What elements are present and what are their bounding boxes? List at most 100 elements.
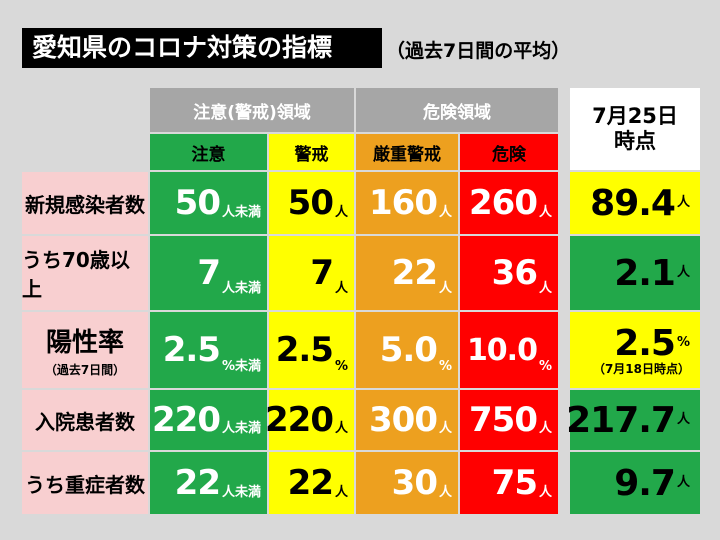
row-label-text: うち70歳以上: [22, 248, 130, 301]
value-number: 89.4: [590, 182, 676, 224]
value-number: 220: [152, 400, 221, 440]
value-unit: %: [538, 359, 552, 374]
value-number: 2.5: [275, 330, 334, 370]
threshold-severe: 300 人: [356, 390, 458, 450]
value-number: 22: [391, 253, 438, 293]
value-unit: 人: [538, 205, 552, 220]
value-number: 22: [287, 463, 334, 503]
threshold-alert: 220 人: [265, 390, 354, 450]
value-unit: 人: [538, 421, 552, 436]
row-label-note: （過去7日間）: [44, 363, 126, 377]
row-label: うち重症者数: [22, 452, 148, 514]
value-unit: 人: [676, 411, 690, 427]
value-unit: 人未満: [221, 281, 261, 296]
value-number: 750: [469, 400, 538, 440]
current-value-note: （7月18日時点）: [592, 362, 690, 376]
value-unit: 人未満: [221, 205, 261, 220]
value-unit: 人: [438, 485, 452, 500]
row-label: 入院患者数: [22, 390, 148, 450]
header-danger-group: 危険領域: [356, 88, 558, 132]
value-unit: 人: [334, 421, 348, 436]
threshold-severe: 22 人: [356, 236, 458, 310]
value-number: 220: [265, 400, 334, 440]
date-header-line1: 7月25日: [592, 104, 678, 128]
current-value: 9.7 人: [570, 452, 700, 514]
row-label: 陽性率 （過去7日間）: [22, 312, 148, 388]
row-label: うち70歳以上: [22, 236, 148, 310]
value-number: 50: [287, 183, 334, 223]
current-value: 89.4 人: [570, 172, 700, 234]
row-label-text: 陽性率: [45, 328, 124, 358]
value-unit: %: [676, 335, 690, 350]
threshold-danger: 36 人: [460, 236, 558, 310]
value-unit: 人: [438, 205, 452, 220]
current-value-line: 217.7 人: [566, 400, 690, 441]
threshold-caution: 22 人未満: [150, 452, 267, 514]
threshold-danger: 10.0%: [460, 312, 558, 388]
header-col-danger: 危険: [460, 134, 558, 170]
date-header-line2: 時点: [614, 129, 656, 153]
threshold-caution: 220 人未満: [150, 390, 267, 450]
threshold-caution: 2.5 %未満: [150, 312, 267, 388]
current-value: 2.5% （7月18日時点）: [570, 312, 700, 388]
threshold-alert: 22 人: [269, 452, 354, 514]
value-number: 7: [197, 253, 221, 293]
threshold-danger: 260 人: [460, 172, 558, 234]
value-number: 160: [369, 183, 438, 223]
value-number: 2.1: [614, 252, 676, 294]
row-label-text: 入院患者数: [35, 409, 135, 434]
value-number: 217.7: [566, 399, 676, 441]
current-value-line: 9.7 人: [614, 463, 690, 504]
value-number: 7: [310, 253, 334, 293]
current-value-line: 2.5%: [614, 323, 690, 364]
value-unit: 人未満: [221, 485, 261, 500]
value-unit: 人: [676, 194, 690, 210]
current-value: 217.7 人: [566, 390, 700, 450]
threshold-danger: 750 人: [460, 390, 558, 450]
value-unit: 人: [334, 205, 348, 220]
value-unit: %: [438, 359, 452, 374]
header-col-severe: 厳重警戒: [356, 134, 458, 170]
header-caution-group: 注意(警戒)領域: [150, 88, 354, 132]
current-value: 2.1 人: [570, 236, 700, 310]
threshold-severe: 160 人: [356, 172, 458, 234]
value-number: 36: [491, 253, 538, 293]
threshold-alert: 50 人: [269, 172, 354, 234]
current-value-line: 2.1 人: [614, 253, 690, 294]
value-unit: 人: [676, 264, 690, 280]
threshold-caution: 7 人未満: [150, 236, 267, 310]
value-unit: 人: [538, 281, 552, 296]
threshold-alert: 2.5%: [269, 312, 354, 388]
value-number: 260: [469, 183, 538, 223]
row-label: 新規感染者数: [22, 172, 148, 234]
threshold-caution: 50 人未満: [150, 172, 267, 234]
value-number: 10.0: [466, 332, 538, 368]
current-value-line: 89.4 人: [590, 183, 690, 224]
value-unit: 人: [438, 421, 452, 436]
value-number: 2.5: [614, 323, 676, 364]
value-unit: 人未満: [221, 421, 261, 436]
value-unit: 人: [334, 281, 348, 296]
value-unit: 人: [676, 474, 690, 490]
value-number: 9.7: [614, 462, 676, 504]
value-unit: 人: [438, 281, 452, 296]
page-title: 愛知県のコロナ対策の指標: [22, 28, 382, 68]
page-subtitle: （過去7日間の平均）: [386, 40, 571, 62]
threshold-severe: 5.0%: [356, 312, 458, 388]
value-number: 2.5: [162, 330, 221, 370]
date-header: 7月25日 時点: [570, 88, 700, 170]
value-unit: %未満: [221, 359, 261, 374]
header-col-alert: 警戒: [269, 134, 354, 170]
value-number: 300: [369, 400, 438, 440]
threshold-severe: 30 人: [356, 452, 458, 514]
row-label-text: 新規感染者数: [25, 192, 145, 217]
header-col-caution: 注意: [150, 134, 267, 170]
value-number: 50: [174, 183, 221, 223]
threshold-danger: 75 人: [460, 452, 558, 514]
row-label-text: うち重症者数: [25, 472, 145, 497]
value-unit: 人: [334, 485, 348, 500]
value-number: 75: [491, 463, 538, 503]
value-number: 30: [391, 463, 438, 503]
value-number: 5.0: [379, 330, 438, 370]
